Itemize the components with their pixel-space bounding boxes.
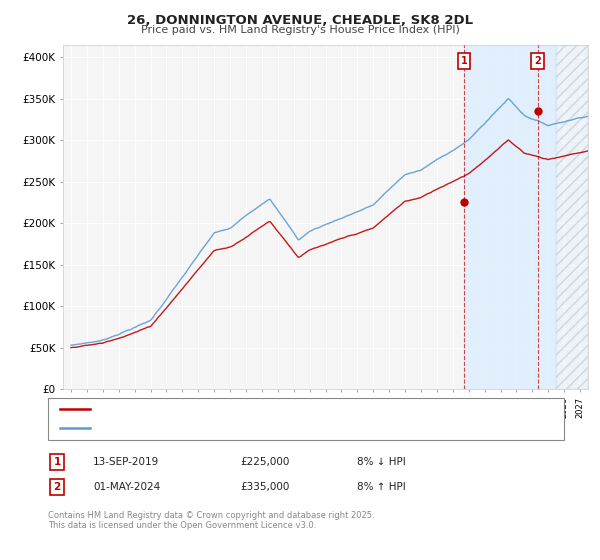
Text: 01-MAY-2024: 01-MAY-2024: [93, 482, 160, 492]
Bar: [464, 45, 556, 389]
Text: 26, DONNINGTON AVENUE, CHEADLE, SK8 2DL: 26, DONNINGTON AVENUE, CHEADLE, SK8 2DL: [127, 14, 473, 27]
Text: 2: 2: [53, 482, 61, 492]
Text: 2: 2: [534, 57, 541, 67]
Text: Contains HM Land Registry data © Crown copyright and database right 2025.
This d: Contains HM Land Registry data © Crown c…: [48, 511, 374, 530]
Text: Price paid vs. HM Land Registry's House Price Index (HPI): Price paid vs. HM Land Registry's House …: [140, 25, 460, 35]
Text: 13-SEP-2019: 13-SEP-2019: [93, 457, 159, 467]
Text: 1: 1: [53, 457, 61, 467]
Text: 1: 1: [461, 57, 467, 67]
Text: £335,000: £335,000: [240, 482, 289, 492]
Text: 26, DONNINGTON AVENUE, CHEADLE, SK8 2DL (semi-detached house): 26, DONNINGTON AVENUE, CHEADLE, SK8 2DL …: [96, 404, 441, 414]
Text: 8% ↓ HPI: 8% ↓ HPI: [357, 457, 406, 467]
Bar: [556, 45, 588, 389]
Text: HPI: Average price, semi-detached house, Stockport: HPI: Average price, semi-detached house,…: [96, 423, 350, 433]
Text: 8% ↑ HPI: 8% ↑ HPI: [357, 482, 406, 492]
Text: £225,000: £225,000: [240, 457, 289, 467]
